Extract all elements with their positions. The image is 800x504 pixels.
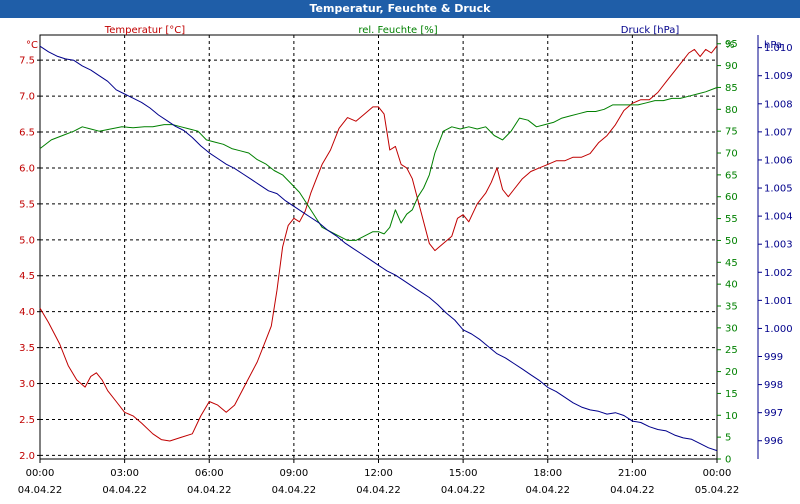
humidity-tick-label: 0	[725, 455, 731, 466]
x-tick-time-label: 18:00	[533, 468, 562, 479]
temperature-tick-label: 4.0	[19, 307, 35, 318]
x-tick-time-label: 00:00	[703, 468, 732, 479]
pressure-tick-label: 1.010	[764, 43, 793, 54]
humidity-tick-label: 55	[725, 214, 738, 225]
temperature-tick-label: 7.0	[19, 92, 35, 103]
x-tick-date-label: 04.04.22	[356, 485, 401, 496]
pressure-tick-label: 1.004	[764, 212, 793, 223]
humidity-axis: 0 5 10 15 20 25 30 35 40 45 50 55 60 65 70 75 80 85 90 95	[717, 39, 738, 466]
pressure-line	[39, 45, 718, 452]
pressure-tick-label: 999	[764, 352, 783, 363]
pressure-tick-label: 1.003	[764, 240, 793, 251]
x-tick-date-label: 04.04.22	[272, 485, 317, 496]
pressure-tick-label: 1.008	[764, 99, 793, 110]
x-tick-time-label: 21:00	[618, 468, 647, 479]
pressure-tick-label: 1.009	[764, 71, 793, 82]
temperature-tick-label: 2.5	[19, 415, 35, 426]
temperature-tick-label: 6.0	[19, 163, 35, 174]
temperature-tick-label: 2.0	[19, 451, 35, 462]
humidity-tick-label: 20	[725, 367, 738, 378]
temperature-tick-label: 4.5	[19, 271, 35, 282]
temperature-tick-label: 3.0	[19, 379, 35, 390]
temperature-tick-label: 3.5	[19, 343, 35, 354]
x-tick-date-label: 04.04.22	[610, 485, 655, 496]
humidity-unit-label: %	[725, 40, 735, 51]
temperature-tick-label: 5.5	[19, 199, 35, 210]
temperature-line	[39, 45, 718, 442]
pressure-tick-label: 998	[764, 380, 783, 391]
x-tick-time-label: 12:00	[364, 468, 393, 479]
humidity-line	[39, 87, 718, 241]
x-tick-time-label: 15:00	[449, 468, 478, 479]
pressure-axis: 996 997 998 999 1.000 1.001 1.002 1.003 1.004 1.0…	[757, 35, 793, 459]
x-tick-time-label: 06:00	[195, 468, 224, 479]
legend-pressure: Druck [hPa]	[621, 25, 680, 36]
x-tick-date-label: 04.04.22	[525, 485, 570, 496]
temperature-unit-label: °C	[26, 40, 38, 51]
temperature-axis: 2.0 2.5 3.0 3.5 4.0 4.5 5.0 5.5 6.0 6.5 7.0 7.5	[19, 56, 40, 462]
humidity-tick-label: 30	[725, 323, 738, 334]
pressure-tick-label: 997	[764, 408, 783, 419]
x-tick-date-label: 04.04.22	[187, 485, 232, 496]
pressure-tick-label: 1.006	[764, 155, 793, 166]
humidity-tick-label: 40	[725, 280, 738, 291]
humidity-tick-label: 95	[725, 39, 738, 50]
window-titlebar: Temperatur, Feuchte & Druck	[0, 0, 800, 18]
chart-area: 2.0 2.5 3.0 3.5 4.0 4.5 5.0 5.5 6.0 6.5 7.0 7.5 0 5 1…	[0, 18, 800, 500]
x-tick-time-label: 00:00	[26, 468, 55, 479]
humidity-tick-label: 65	[725, 170, 738, 181]
pressure-tick-label: 996	[764, 436, 783, 447]
pressure-unit-label: hPa	[764, 40, 782, 51]
temperature-tick-label: 7.5	[19, 56, 35, 67]
humidity-tick-label: 50	[725, 236, 738, 247]
x-tick-date-label: 04.04.22	[441, 485, 486, 496]
x-tick-date-label: 05.04.22	[695, 485, 740, 496]
x-tick-date-label: 04.04.22	[18, 485, 63, 496]
humidity-tick-label: 45	[725, 258, 738, 269]
time-axis: 00:00 04.04.22 03:00 04.04.22 06:00 04.04.22 0…	[18, 459, 740, 496]
x-tick-time-label: 03:00	[110, 468, 139, 479]
humidity-tick-label: 60	[725, 192, 738, 203]
humidity-tick-label: 25	[725, 345, 738, 356]
pressure-tick-label: 1.000	[764, 324, 793, 335]
x-tick-date-label: 04.04.22	[102, 485, 147, 496]
legend-temperature: Temperatur [°C]	[104, 25, 185, 36]
humidity-tick-label: 70	[725, 149, 738, 160]
humidity-tick-label: 5	[725, 433, 731, 444]
x-tick-time-label: 09:00	[279, 468, 308, 479]
series-layer	[39, 45, 718, 452]
humidity-tick-label: 80	[725, 105, 738, 116]
temperature-tick-label: 6.5	[19, 128, 35, 139]
pressure-tick-label: 1.005	[764, 184, 793, 195]
pressure-tick-label: 1.001	[764, 296, 793, 307]
window-title: Temperatur, Feuchte & Druck	[309, 2, 491, 15]
humidity-tick-label: 15	[725, 389, 738, 400]
humidity-tick-label: 85	[725, 83, 738, 94]
humidity-tick-label: 35	[725, 302, 738, 313]
legend-humidity: rel. Feuchte [%]	[358, 25, 437, 36]
humidity-tick-label: 75	[725, 127, 738, 138]
pressure-tick-label: 1.002	[764, 268, 793, 279]
pressure-tick-label: 1.007	[764, 127, 793, 138]
weather-chart: 2.0 2.5 3.0 3.5 4.0 4.5 5.0 5.5 6.0 6.5 7.0 7.5 0 5 1…	[18, 25, 793, 496]
temperature-tick-label: 5.0	[19, 235, 35, 246]
humidity-tick-label: 10	[725, 411, 738, 422]
humidity-tick-label: 90	[725, 61, 738, 72]
